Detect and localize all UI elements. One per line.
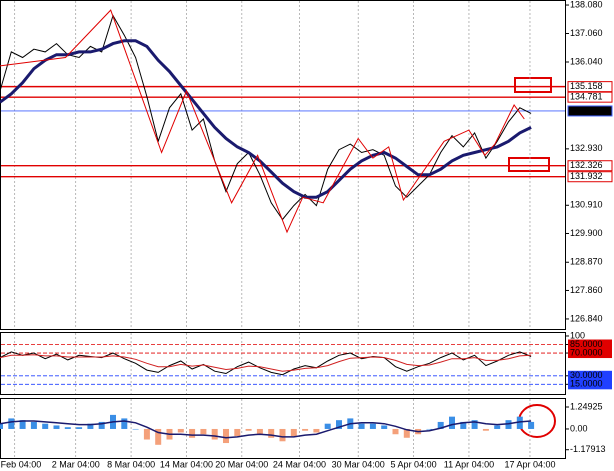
y-tick-label: 100 xyxy=(570,330,585,340)
x-tick-label: 2 Mar 04:00 xyxy=(52,459,100,469)
histogram-bar xyxy=(381,425,388,429)
histogram-bar xyxy=(505,420,512,429)
histogram-bar xyxy=(76,427,83,429)
histogram-bar xyxy=(245,428,252,431)
histogram-bar xyxy=(426,428,433,430)
price-label: 134.781 xyxy=(570,92,603,102)
histogram-bar xyxy=(279,428,286,442)
histogram-bar xyxy=(528,421,535,429)
x-tick-label: 30 Mar 04:00 xyxy=(332,459,385,469)
histogram-bar xyxy=(30,421,37,429)
histogram-bar xyxy=(121,418,128,429)
price-label-box xyxy=(567,171,613,183)
price-label: 135.158 xyxy=(570,81,603,91)
y-tick-label: 30.0000 xyxy=(570,370,603,380)
y-tick-label: 138.080 xyxy=(570,0,603,9)
tick-label-box xyxy=(568,370,612,381)
y-tick-label: 70.0000 xyxy=(570,347,603,357)
histogram-bar xyxy=(358,423,365,429)
y-tick-label: 126.840 xyxy=(570,313,603,323)
price-label-box xyxy=(567,91,613,103)
x-tick-label: 11 Apr 04:00 xyxy=(444,459,494,469)
x-tick-label: 24 Mar 04:00 xyxy=(273,459,326,469)
histogram-bar xyxy=(19,420,26,429)
y-tick-label: 0.00 xyxy=(570,423,588,433)
histogram-bar xyxy=(64,427,71,429)
y-tick-label: -1.17913 xyxy=(570,444,606,454)
y-tick-label: 136.040 xyxy=(570,56,603,66)
tick-label-box xyxy=(568,339,612,350)
histogram-bar xyxy=(211,428,218,440)
y-tick-label: 128.870 xyxy=(570,257,603,267)
tick-label-box xyxy=(568,348,612,359)
histogram-bar xyxy=(494,425,501,429)
histogram-bar xyxy=(8,418,15,429)
x-tick-label: 24 Feb 04:00 xyxy=(0,459,41,469)
histogram-bar xyxy=(313,428,320,433)
histogram-bar xyxy=(132,428,139,430)
y-tick-label: 127.860 xyxy=(570,285,603,295)
y-tick-label: 132.930 xyxy=(570,143,603,153)
histogram-bar xyxy=(189,428,196,438)
histogram-bar xyxy=(234,428,241,437)
price-label: 134.287 xyxy=(570,105,603,115)
histogram-bar xyxy=(516,416,523,429)
histogram-bar xyxy=(0,423,3,429)
series-line xyxy=(0,39,532,199)
y-tick-label: 137.060 xyxy=(570,28,603,38)
price-label: 131.932 xyxy=(570,171,603,181)
series-line xyxy=(0,14,532,221)
x-tick-label: 17 Apr 04:00 xyxy=(504,459,555,469)
series-line xyxy=(0,9,525,234)
x-tick-label: 14 Mar 04:00 xyxy=(160,459,213,469)
highlight-box xyxy=(508,157,550,172)
series-line xyxy=(0,351,532,376)
main-frame xyxy=(0,0,566,330)
histogram-bar xyxy=(256,428,263,435)
x-tick-label: 8 Mar 04:00 xyxy=(107,459,155,469)
histogram-bar xyxy=(177,428,184,433)
x-tick-label: 20 Mar 04:00 xyxy=(215,459,268,469)
x-tick-label: 5 Apr 04:00 xyxy=(391,459,437,469)
y-tick-label: 1.24925 xyxy=(570,401,603,411)
histogram-bar xyxy=(155,428,162,445)
highlight-box xyxy=(514,77,552,93)
histogram-bar xyxy=(290,428,297,437)
histogram-bar xyxy=(471,420,478,429)
histogram-bar xyxy=(369,423,376,429)
histogram-bar xyxy=(268,428,275,438)
histogram-bar xyxy=(42,423,49,429)
histogram-bar xyxy=(223,428,229,444)
price-label: 132.326 xyxy=(570,160,603,170)
price-label-box xyxy=(567,81,613,93)
price-label-box xyxy=(567,105,613,117)
histogram-bar xyxy=(98,421,105,429)
histogram-bar xyxy=(449,416,455,429)
histogram-bar xyxy=(302,428,309,431)
histogram-bar xyxy=(336,420,342,429)
y-tick-label: 130.910 xyxy=(570,200,603,210)
histogram-bar xyxy=(87,423,94,429)
histogram-bar xyxy=(143,428,150,440)
histogram-bar xyxy=(200,428,207,435)
y-tick-label: 129.900 xyxy=(570,228,603,238)
oscillator-frame xyxy=(0,332,566,395)
histogram-bar xyxy=(403,428,410,438)
y-tick-label: 15.0000 xyxy=(570,379,603,389)
price-label-box xyxy=(567,160,613,172)
y-tick-label: 85.0000 xyxy=(570,339,603,349)
histogram-bar xyxy=(460,421,467,429)
histogram-bar xyxy=(437,421,444,429)
tick-label-box xyxy=(568,379,612,390)
histogram-bar xyxy=(482,428,489,431)
histogram-bar xyxy=(392,428,399,435)
histogram-bar xyxy=(53,425,60,429)
histogram-bar xyxy=(324,423,331,429)
series-line xyxy=(0,354,532,372)
series-line xyxy=(0,420,532,439)
